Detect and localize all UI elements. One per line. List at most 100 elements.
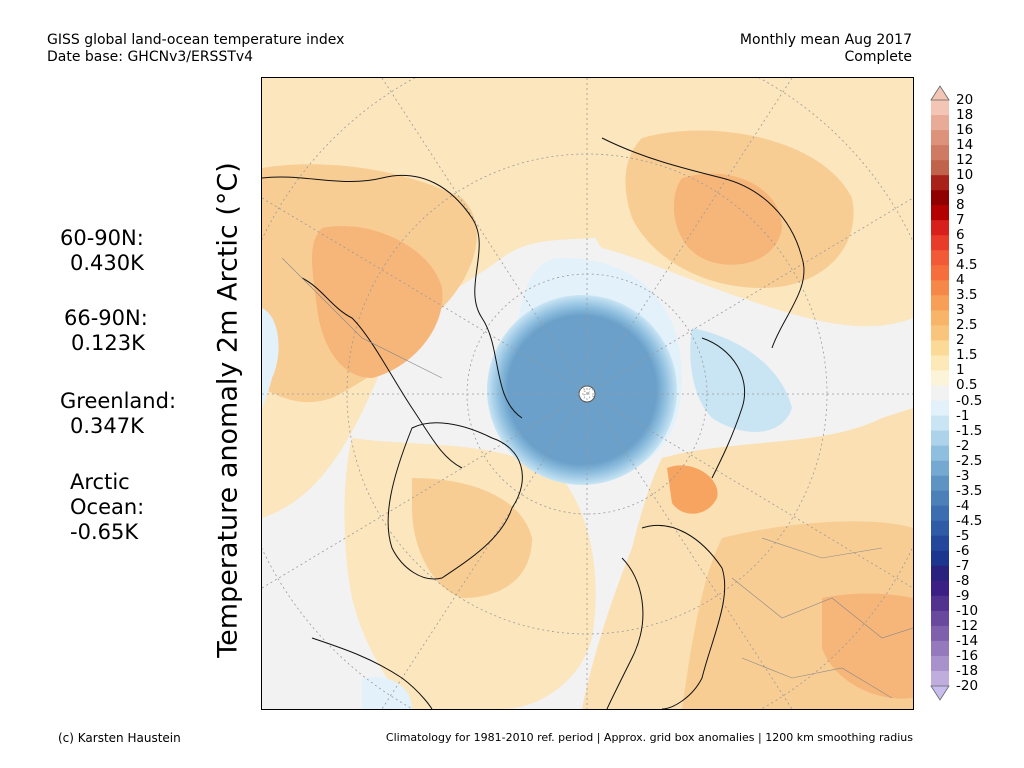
colorbar-swatch [931, 415, 949, 431]
colorbar-tick-label: -7 [956, 557, 970, 574]
colorbar-swatch [931, 475, 949, 491]
graticule [262, 78, 913, 709]
colorbar-swatch [931, 340, 949, 356]
colorbar-tick-label: -16 [956, 647, 979, 664]
stat-value: -0.65K [70, 520, 139, 544]
stat-label: 66-90N: [64, 306, 148, 330]
colorbar-swatch [931, 130, 949, 146]
stat-value: 0.430K [70, 251, 144, 275]
colorbar-swatch [931, 100, 949, 116]
colorbar-swatch [931, 670, 949, 687]
y-axis-title: Temperature anomaly 2m Arctic (°C) [212, 162, 244, 658]
colorbar-tick-label: -3.5 [956, 482, 983, 499]
colorbar-tick-label: 1 [956, 362, 965, 379]
colorbar-swatch [931, 520, 949, 537]
colorbar-tick-label: -5 [956, 527, 970, 544]
colorbar-tick-label: 4.5 [956, 257, 978, 274]
stat-label: Arctic [70, 470, 130, 494]
colorbar-tick-label: -14 [956, 632, 979, 649]
stat-label: Greenland: [60, 389, 177, 413]
colorbar-swatch [931, 400, 949, 416]
colorbar-tick-label: 20 [956, 92, 974, 108]
warm-anomaly-areas [262, 78, 913, 709]
borders [281, 257, 913, 699]
map-title: GISS global land-ocean temperature index [47, 32, 345, 48]
colorbar-tick-label: 7 [956, 212, 965, 229]
colorbar-swatch [931, 355, 949, 371]
colorbar-swatch [931, 325, 949, 341]
colorbar-tick-label: -6 [956, 542, 970, 559]
colorbar-swatch [931, 190, 949, 206]
colorbar-swatch [931, 145, 949, 161]
colorbar-bottom-arrow [930, 685, 950, 701]
methodology-note: Climatology for 1981-2010 ref. period | … [385, 731, 913, 744]
colorbar-swatch [931, 595, 949, 612]
colorbar-tick-label: -18 [956, 662, 979, 679]
colorbar-tick-label: 0.5 [956, 377, 978, 394]
colorbar-tick-label: -0.5 [956, 392, 983, 409]
colorbar-swatch [931, 610, 949, 627]
stat-label-2: Ocean: [70, 495, 145, 519]
colorbar-swatch [931, 295, 949, 311]
coastlines [262, 137, 805, 709]
colorbar-swatch [931, 460, 949, 476]
colorbar-swatch [931, 385, 949, 401]
colorbar-swatch [931, 535, 949, 552]
colorbar-top-arrow [930, 85, 950, 101]
colorbar-swatch [931, 445, 949, 461]
colorbar [930, 85, 950, 701]
colorbar-swatch [931, 370, 949, 386]
colorbar-tick-label: -3 [956, 467, 970, 484]
colorbar-swatch [931, 565, 949, 582]
colorbar-tick-label: 10 [956, 167, 974, 184]
colorbar-tick-label: -10 [956, 602, 979, 619]
colorbar-swatch [931, 265, 949, 281]
colorbar-swatch [931, 205, 949, 221]
colorbar-tick-label: 8 [956, 197, 965, 214]
polar-temperature-anomaly-map [261, 77, 914, 710]
colorbar-tick-label: -1 [956, 407, 970, 424]
colorbar-tick-label: 3 [956, 302, 965, 319]
colorbar-tick-label: 2 [956, 332, 965, 349]
colorbar-swatch [931, 430, 949, 446]
credit-label: (c) Karsten Haustein [58, 731, 181, 745]
colorbar-swatch [931, 220, 949, 236]
stat-60-90n: 60-90N: 0.430K [60, 226, 144, 276]
colorbar-tick-label: -9 [956, 587, 970, 604]
colorbar-tick-label: -20 [956, 678, 979, 694]
colorbar-tick-label: -2.5 [956, 452, 983, 469]
colorbar-swatch [931, 640, 949, 657]
colorbar-tick-label: 3.5 [956, 287, 978, 304]
map-header-right: Monthly mean Aug 2017 Complete [740, 32, 912, 66]
stat-value: 0.123K [71, 331, 145, 355]
stat-value: 0.347K [70, 414, 144, 438]
colorbar-tick-label: 4 [956, 272, 965, 289]
colorbar-swatch [931, 160, 949, 176]
completeness-label: Complete [844, 49, 912, 65]
colorbar-tick-label: -1.5 [956, 422, 983, 439]
colorbar-swatches [931, 100, 949, 687]
colorbar-tick-label: 9 [956, 182, 965, 199]
period-label: Monthly mean Aug 2017 [739, 32, 912, 48]
colorbar-swatch [931, 175, 949, 191]
colorbar-tick-label: 2.5 [956, 317, 978, 334]
colorbar-tick-label: 6 [956, 227, 965, 244]
colorbar-tick-label: 16 [956, 122, 974, 139]
colorbar-tick-label: 14 [956, 137, 974, 154]
colorbar-tick-label: 18 [956, 107, 974, 124]
stat-label: 60-90N: [60, 226, 144, 250]
colorbar-tick-label: -12 [956, 617, 979, 634]
colorbar-tick-label: -2 [956, 437, 970, 454]
stat-66-90n: 66-90N: 0.123K [64, 306, 148, 356]
map-canvas [262, 78, 913, 709]
colorbar-tick-label: 5 [956, 242, 965, 259]
colorbar-swatch [931, 655, 949, 672]
colorbar-swatch [931, 115, 949, 131]
colorbar-swatch [931, 490, 949, 506]
colorbar-tick-label: -4 [956, 497, 970, 514]
colorbar-tick-label: -4.5 [956, 512, 983, 529]
stat-greenland: Greenland: 0.347K [60, 389, 176, 439]
data-base-label: Date base: GHCNv3/ERSSTv4 [47, 49, 254, 65]
colorbar-tick-label: 12 [956, 152, 974, 169]
colorbar-swatch [931, 505, 949, 522]
